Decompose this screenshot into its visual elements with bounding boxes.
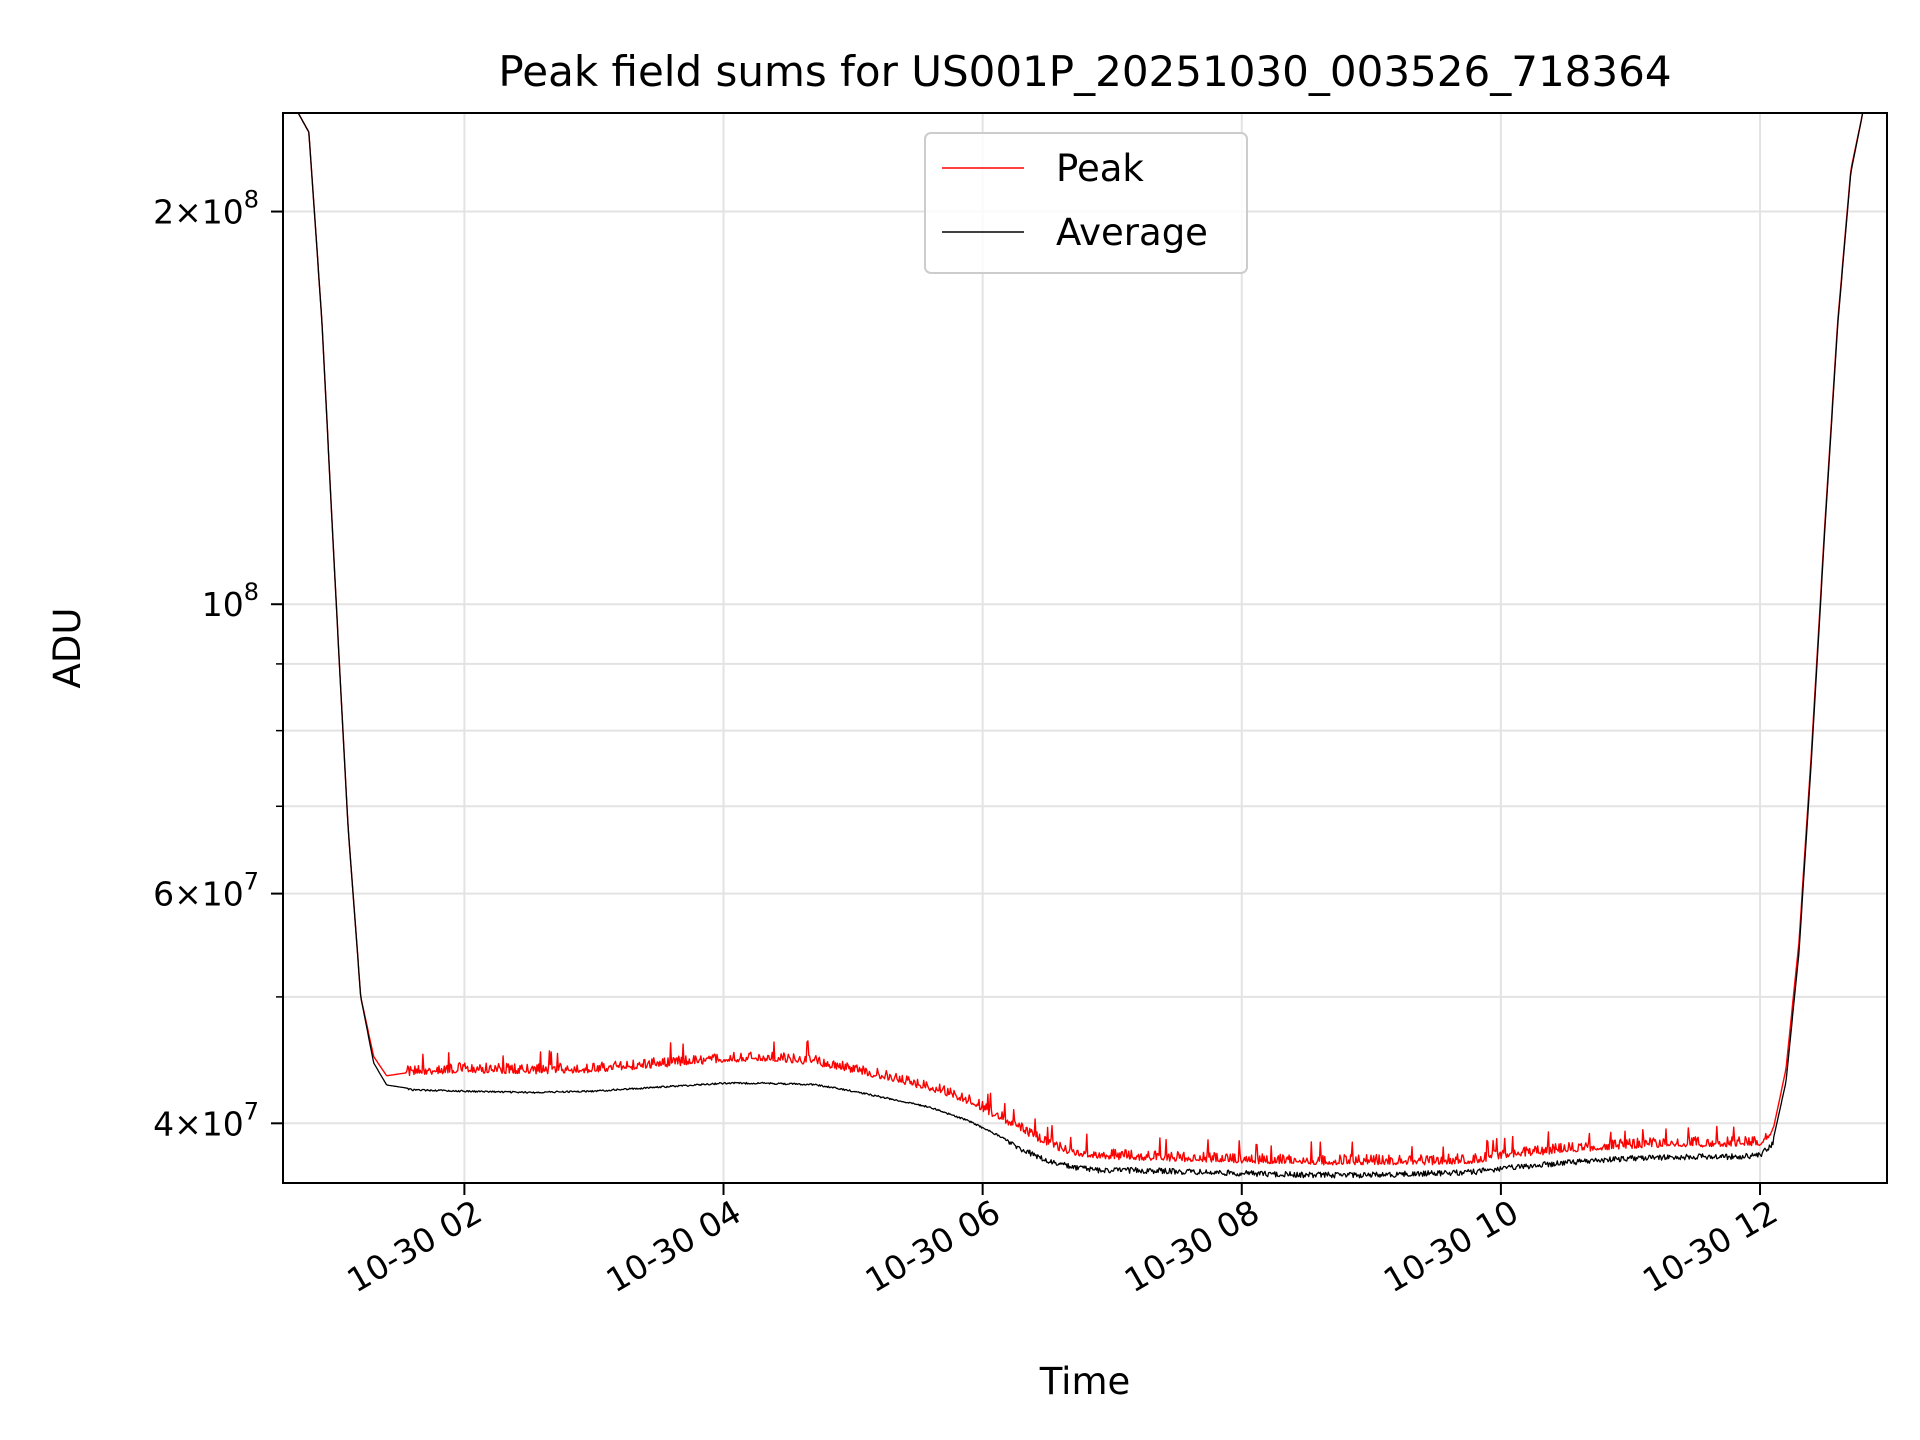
chart-title: Peak field sums for US001P_20251030_0035… [498, 47, 1671, 96]
series-lines [297, 113, 1864, 1179]
y-axis: 4×107 6×107 108 2×108 [153, 186, 283, 1143]
y-tick-label: 108 [202, 578, 259, 624]
series-line-peak [297, 113, 1864, 1166]
x-axis-label: Time [1039, 1360, 1131, 1403]
y-tick-label: 6×107 [153, 868, 259, 914]
y-tick-label: 4×107 [153, 1097, 259, 1143]
series-line-average [297, 113, 1864, 1179]
y-axis-label: ADU [46, 608, 89, 689]
legend-label-average: Average [1056, 211, 1208, 254]
plot-frame [282, 112, 1888, 1184]
legend-label-peak: Peak [1056, 147, 1144, 190]
y-tick-label: 2×108 [153, 186, 259, 232]
legend: Peak Average [924, 132, 1248, 274]
